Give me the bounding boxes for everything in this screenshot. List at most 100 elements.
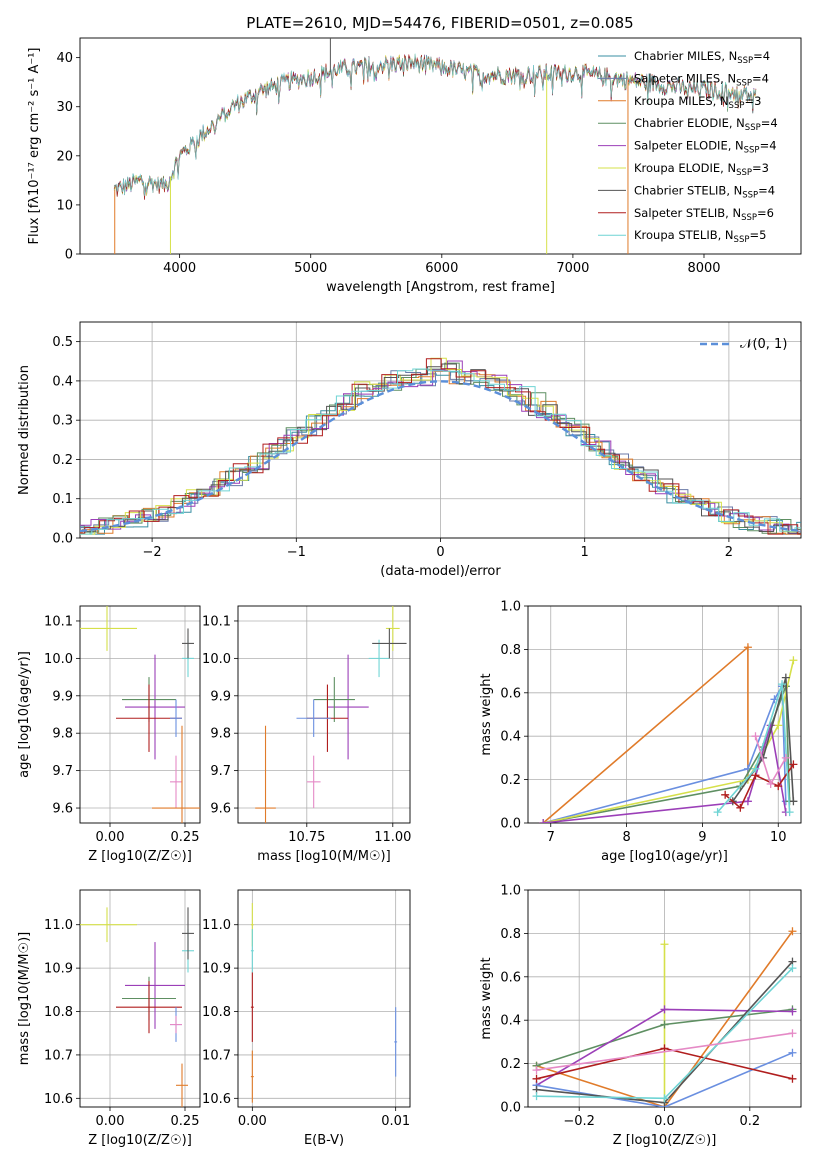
weight_vs_Z-marker — [532, 1092, 541, 1101]
spectrum-ylabel: Flux [fλ10⁻¹⁷ erg cm⁻² s⁻¹ A⁻¹] — [27, 48, 42, 245]
legend-entry: Kroupa STELIB, NSSP=5 — [634, 228, 766, 245]
residuals-ytick-label: 0.1 — [52, 492, 73, 507]
spectrum-ytick-label: 10 — [56, 198, 73, 213]
mass_vs_ebv-points — [250, 903, 398, 1103]
weight_vs_age-marker — [781, 753, 790, 762]
weight_vs_age-series-line — [543, 660, 795, 823]
age_vs_mass-ytick-label: 9.9 — [210, 689, 231, 704]
age_vs_mass-ytick-label: 10.1 — [202, 614, 231, 629]
age_vs_mass-frame — [237, 605, 411, 824]
mass_vs_ebv-ytick-label: 10.6 — [202, 1092, 231, 1107]
spectrum-ytick-label: 30 — [56, 100, 73, 115]
weight_vs_age-marker — [721, 790, 730, 799]
weight_vs_Z-marker — [532, 1066, 541, 1075]
weight_vs_Z-ytick-label: 1.0 — [500, 884, 521, 899]
weight_vs_Z-marker — [532, 1074, 541, 1083]
mass_vs_Z-ytick-label: 11.0 — [44, 918, 73, 933]
weight_vs_Z-xtick-label: 0.2 — [739, 1114, 760, 1129]
age_vs_Z-ytick-label: 9.7 — [52, 764, 73, 779]
residuals-histogram-series — [80, 363, 801, 534]
mass_vs_Z-xlabel: Z [log10(Z/Z☉)] — [88, 1133, 192, 1148]
age_vs_Z-ytick-label: 10.1 — [44, 614, 73, 629]
mass_vs_ebv-xtick-label: 0.00 — [238, 1114, 267, 1129]
spectrum-xtick-label: 8000 — [687, 261, 720, 276]
weight_vs_Z-xlabel: Z [log10(Z/Z☉)] — [613, 1133, 717, 1148]
age_vs_Z-points — [80, 606, 200, 823]
legend-entry: Chabrier STELIB, NSSP=4 — [634, 183, 775, 200]
residuals-histogram-series — [80, 368, 801, 535]
weight_vs_age-ytick-label: 0.6 — [500, 686, 521, 701]
weight_vs_Z-ytick-label: 0.4 — [500, 1014, 521, 1029]
weight_vs_Z-ytick-label: 0.0 — [500, 1101, 521, 1116]
residuals-xtick-label: 2 — [725, 545, 733, 560]
spectrum-ytick-label: 0 — [65, 248, 73, 263]
spectrum-xtick-label: 6000 — [425, 261, 458, 276]
mass_vs_ebv-ytick-label: 10.9 — [202, 962, 231, 977]
weight_vs_age-xlabel: age [log10(age/yr)] — [601, 849, 728, 864]
mass_vs_Z-ylabel: mass [log10(M/M☉)] — [17, 932, 32, 1065]
age_vs_Z-xtick-label: 0.25 — [171, 830, 200, 845]
mass_vs_Z-ytick-label: 10.8 — [44, 1005, 73, 1020]
weight_vs_age-marker — [751, 764, 760, 773]
weight_vs_age-marker — [789, 760, 798, 769]
weight_vs_Z-marker — [660, 1094, 669, 1103]
spectrum-frame — [79, 37, 802, 255]
weight_vs_Z-marker — [788, 1074, 797, 1083]
legend-entry: Chabrier ELODIE, NSSP=4 — [634, 116, 778, 133]
legend-entry: Kroupa ELODIE, NSSP=3 — [634, 161, 769, 178]
weight_vs_Z-marker — [788, 964, 797, 973]
residuals-hist — [80, 357, 801, 535]
weight_vs_age-series-line — [543, 725, 787, 823]
weight_vs_Z-marker — [788, 1048, 797, 1057]
weight_vs_age-series-line — [732, 677, 795, 802]
weight_vs_Z-ytick-label: 0.8 — [500, 927, 521, 942]
mass_vs_Z-xtick-label: 0.00 — [96, 1114, 125, 1129]
age_vs_mass-ytick-label: 9.8 — [210, 727, 231, 742]
age_vs_mass-ytick-label: 9.6 — [210, 802, 231, 817]
weight_vs_age-series-line — [542, 683, 787, 823]
age_vs_Z-ytick-label: 9.6 — [52, 802, 73, 817]
mass_vs_Z-points — [80, 907, 194, 1107]
mass_vs_ebv-ytick-label: 11.0 — [202, 918, 231, 933]
weight_vs_age-frame — [527, 605, 802, 824]
mass_vs_ebv-ytick-label: 10.7 — [202, 1048, 231, 1063]
residuals-xtick-label: 1 — [581, 545, 589, 560]
age_vs_mass-xlabel: mass [log10(M/M☉)] — [257, 849, 390, 864]
weight_vs_age-marker — [743, 797, 752, 806]
residuals-xtick-label: −2 — [143, 545, 162, 560]
spectrum-xtick-label: 4000 — [163, 261, 196, 276]
mass_vs_Z-frame — [79, 889, 201, 1108]
residuals-ytick-label: 0.3 — [52, 414, 73, 429]
weight_vs_age-series-line — [716, 683, 791, 813]
weight_vs_Z-series-line — [536, 930, 794, 1107]
weight_vs_age-ylabel: mass weight — [479, 673, 494, 755]
weight_vs_age-ytick-label: 0.0 — [500, 817, 521, 832]
weight_vs_age-marker — [736, 803, 745, 812]
weight_vs_Z-series-line — [536, 1032, 793, 1071]
age_vs_mass-axes: 10.75 11.00 9.6 9.7 9.8 9.9 10.0 10.1 mass [log1… — [202, 605, 411, 864]
weight_vs_age-xtick-label: 10 — [770, 830, 787, 845]
weight_vs_age-ytick-label: 0.2 — [500, 773, 521, 788]
residuals-ytick-label: 0.5 — [52, 335, 73, 350]
spectrum-lines — [113, 38, 757, 254]
spectrum-series-line — [113, 53, 757, 197]
age_vs_Z-xlabel: Z [log10(Z/Z☉)] — [88, 849, 192, 864]
mass_vs_Z-axes: 0.00 0.25 10.6 10.7 10.8 10.9 11.0 Z [log10(Z/Z… — [17, 889, 201, 1148]
residuals-ytick-label: 0.2 — [52, 453, 73, 468]
weight_vs_age-marker — [774, 721, 783, 730]
legend-entry: Salpeter STELIB, NSSP=6 — [634, 206, 774, 223]
age_vs_Z-ytick-label: 10.0 — [44, 652, 73, 667]
weight_vs_Z-marker — [788, 1007, 797, 1016]
residuals-xlabel: (data-model)/error — [380, 564, 501, 579]
residuals-histogram-series — [80, 357, 801, 535]
figure-title: PLATE=2610, MJD=54476, FIBERID=0501, z=0… — [246, 14, 633, 32]
age_vs_Z-xtick-label: 0.00 — [96, 830, 125, 845]
weight_vs_Z-marker — [660, 1020, 669, 1029]
residuals-xtick-label: −1 — [287, 545, 306, 560]
weight_vs_age-axes: 7 8 9 10 0.0 0.2 0.4 0.6 0.8 1.0 age [log10(age/yr… — [479, 600, 802, 864]
weight_vs_Z-ytick-label: 0.2 — [500, 1057, 521, 1072]
spectrum-legend: Chabrier MILES, NSSP=4 Salpeter MILES, NS… — [598, 49, 778, 245]
mass_vs_Z-ytick-label: 10.7 — [44, 1048, 73, 1063]
spectrum-axes: 4000 5000 6000 7000 8000 0 10 20 30 40 wavelength … — [27, 37, 802, 295]
